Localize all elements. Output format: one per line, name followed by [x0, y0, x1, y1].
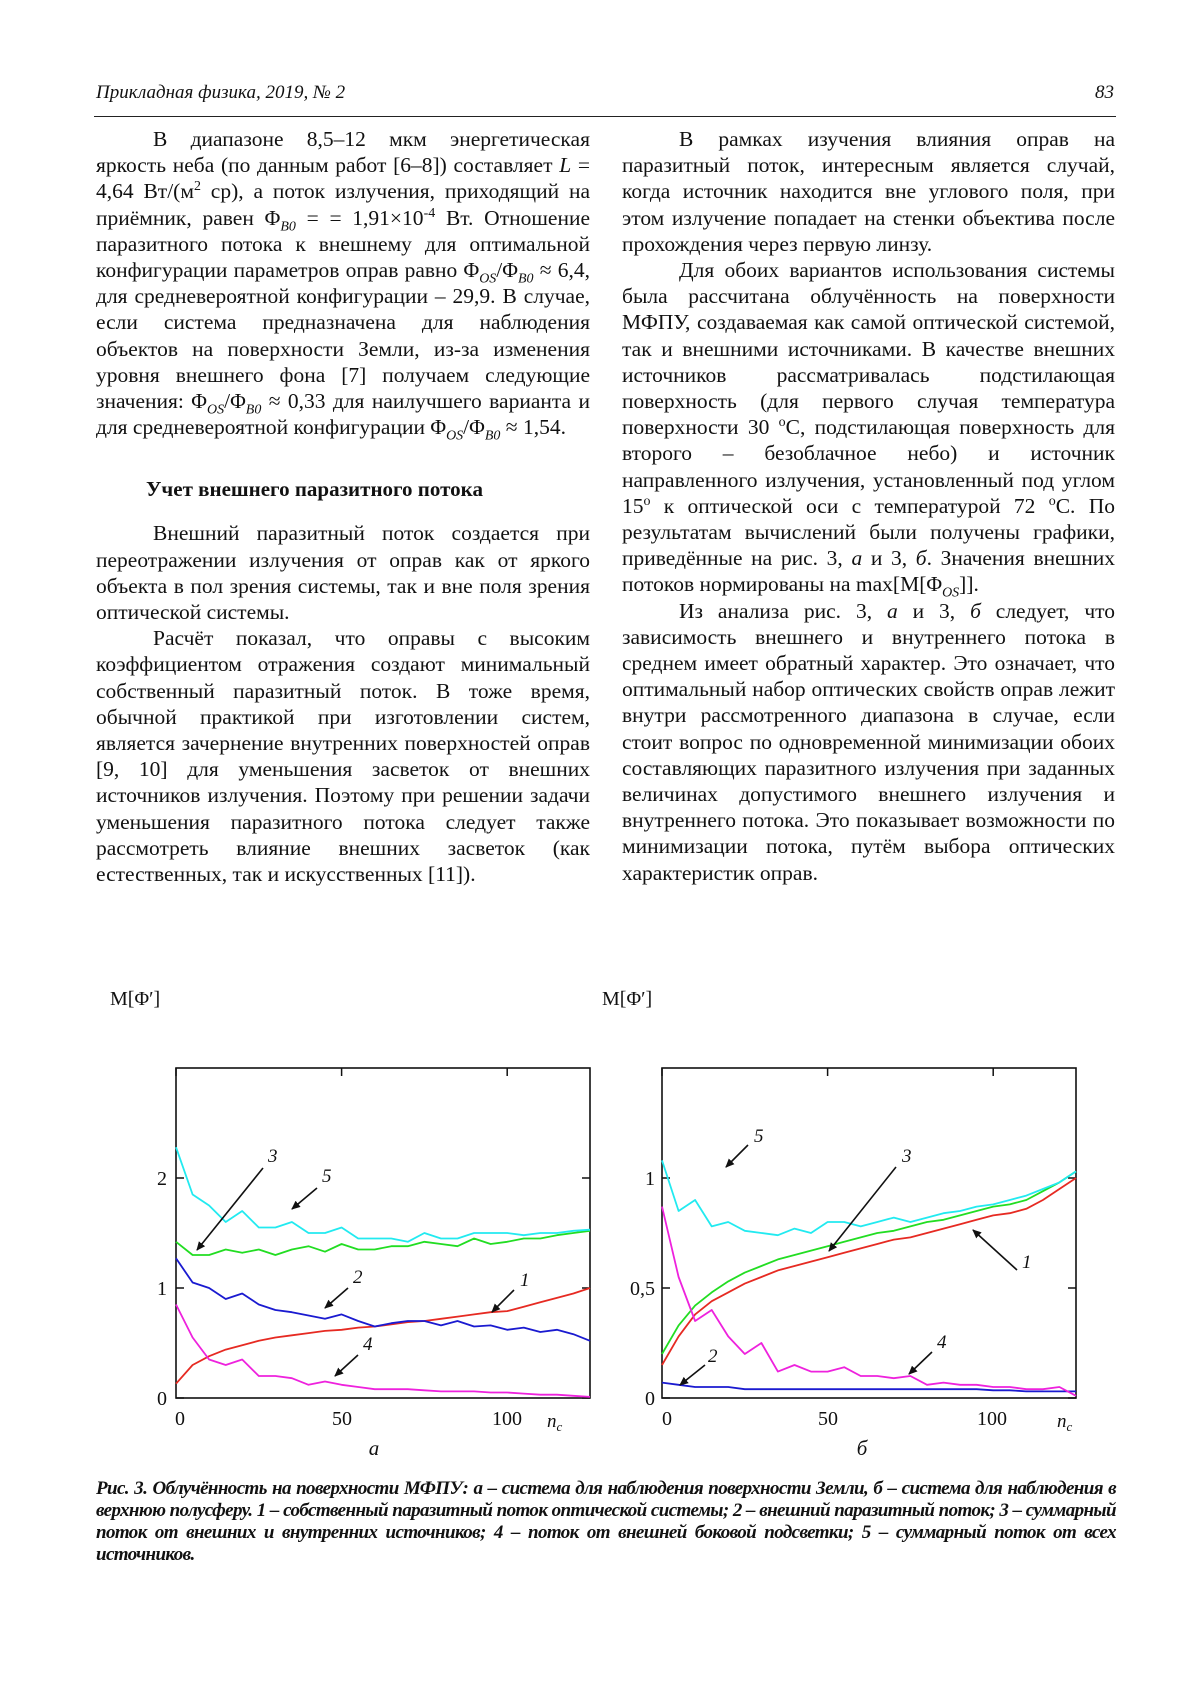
superscript: o — [779, 415, 786, 430]
annotation-arrow — [325, 1288, 348, 1308]
paragraph: В рамках изучения влияния оправ на параз… — [622, 126, 1115, 257]
text-run: Расчёт показал, что оправы с высоким коэ… — [96, 626, 590, 886]
annotation-label: 1 — [1022, 1252, 1032, 1273]
text-run: ≈ 1,54. — [500, 415, 566, 439]
y-axis-label: M[Φ′] — [602, 988, 652, 1010]
annotations — [680, 1145, 1017, 1385]
header-rule — [94, 116, 1116, 117]
journal-header: Прикладная физика, 2019, № 2 — [96, 82, 345, 104]
text-run: Для обоих вариантов использования систем… — [622, 258, 1115, 439]
paragraph: Внешний паразитный поток создается при п… — [96, 520, 590, 625]
subfigure-label: а — [369, 1436, 380, 1460]
x-tick-label: 0 — [662, 1408, 672, 1430]
text-run: /Φ — [496, 258, 518, 282]
right-column: В рамках изучения влияния оправ на параз… — [622, 126, 1115, 886]
series-line-5 — [662, 1160, 1076, 1235]
figure-caption: Рис. 3. Облучённость на поверхности МФПУ… — [96, 1478, 1116, 1566]
x-tick-label: 100 — [492, 1408, 522, 1430]
plot-area — [662, 1068, 1076, 1398]
annotation-label: 4 — [363, 1334, 373, 1355]
x-tick-label: 50 — [818, 1408, 838, 1430]
series-line-1 — [176, 1288, 590, 1384]
x-tick-label: 0 — [175, 1408, 185, 1430]
x-tick-label: 100 — [977, 1408, 1007, 1430]
annotation-arrow — [492, 1290, 514, 1312]
superscript: 2 — [194, 179, 201, 194]
subscript: OS — [446, 429, 463, 444]
y-tick-label: 0,5 — [630, 1278, 655, 1300]
annotation-arrow — [829, 1167, 896, 1251]
annotation-arrow — [726, 1145, 748, 1167]
y-tick-label: 2 — [157, 1168, 167, 1190]
annotation-label: 2 — [353, 1267, 363, 1288]
italic-run: а — [851, 546, 862, 570]
text-run: и 3, — [862, 546, 916, 570]
section-heading: Учет внешнего паразитного потока — [96, 476, 590, 502]
text-run: к оптической оси с температурой 72 — [650, 494, 1048, 518]
y-axis-label: M[Φ′] — [110, 988, 160, 1010]
subscript: B0 — [485, 429, 501, 444]
paragraph: Из анализа рис. 3, а и 3, б следует, что… — [622, 598, 1115, 886]
text-run: = = 1,91×10 — [296, 206, 424, 230]
annotation-label: 1 — [520, 1270, 530, 1291]
superscript: o — [1049, 494, 1056, 509]
superscript: -4 — [424, 205, 436, 220]
plot-frame — [662, 1068, 1076, 1398]
x-axis-label: nc — [547, 1411, 563, 1434]
x-axis-label: nc — [1057, 1411, 1073, 1434]
annotation-label: 3 — [901, 1146, 912, 1167]
x-tick-label: 50 — [332, 1408, 352, 1430]
text-run: следует, что зависимость внешнего и внут… — [622, 599, 1115, 885]
left-column: В диапазоне 8,5–12 мкм энергетическая яр… — [96, 126, 590, 887]
italic-run: L — [559, 153, 571, 177]
text-run: /Φ — [463, 415, 485, 439]
chart-a: M[Φ′] 0 1 2 0 50 100 nc а 3 5 2 1 4 — [110, 988, 590, 1460]
subfigure-label: б — [857, 1436, 869, 1460]
annotation-arrow — [909, 1352, 932, 1374]
italic-run: б — [970, 599, 981, 623]
annotation-label: 5 — [754, 1126, 764, 1147]
text-run: Из анализа рис. 3, — [679, 599, 887, 623]
annotation-arrow — [680, 1365, 705, 1385]
annotation-label: 5 — [322, 1166, 332, 1187]
figure-3: M[Φ′] 0 1 2 0 50 100 nc а 3 5 2 1 4 M[Φ′… — [0, 975, 1200, 1475]
annotation-label: 4 — [937, 1332, 947, 1353]
annotation-arrow — [335, 1355, 358, 1376]
text-run: В рамках изучения влияния оправ на параз… — [622, 127, 1115, 256]
paragraph: Для обоих вариантов использования систем… — [622, 257, 1115, 598]
y-tick-label: 1 — [157, 1278, 167, 1300]
annotation-arrow — [292, 1188, 317, 1209]
annotation-arrow — [973, 1230, 1017, 1270]
annotation-arrow — [197, 1168, 263, 1250]
y-tick-label: 1 — [645, 1168, 655, 1190]
text-run: /Φ — [224, 389, 246, 413]
page-number: 83 — [1095, 82, 1114, 104]
paragraph: Расчёт показал, что оправы с высоким коэ… — [96, 625, 590, 887]
text-run: В диапазоне 8,5–12 мкм энергетическая яр… — [96, 127, 590, 177]
y-tick-label: 0 — [157, 1388, 167, 1410]
italic-run: б — [916, 546, 927, 570]
paragraph: В диапазоне 8,5–12 мкм энергетическая яр… — [96, 126, 590, 440]
text-run: Внешний паразитный поток создается при п… — [96, 521, 590, 624]
text-run: и 3, — [898, 599, 970, 623]
text-run: ]]. — [959, 572, 979, 596]
annotation-label: 2 — [708, 1346, 718, 1367]
series-line-1 — [662, 1178, 1076, 1365]
plot-area — [176, 1068, 590, 1398]
series-line-4 — [176, 1305, 590, 1397]
italic-run: а — [887, 599, 898, 623]
annotation-label: 3 — [267, 1146, 278, 1167]
y-tick-label: 0 — [645, 1388, 655, 1410]
series-line-5 — [176, 1147, 590, 1242]
plot-frame — [176, 1068, 590, 1398]
chart-b: M[Φ′] 0 0,5 1 0 50 100 nc б 5 3 1 4 2 — [602, 988, 1076, 1460]
